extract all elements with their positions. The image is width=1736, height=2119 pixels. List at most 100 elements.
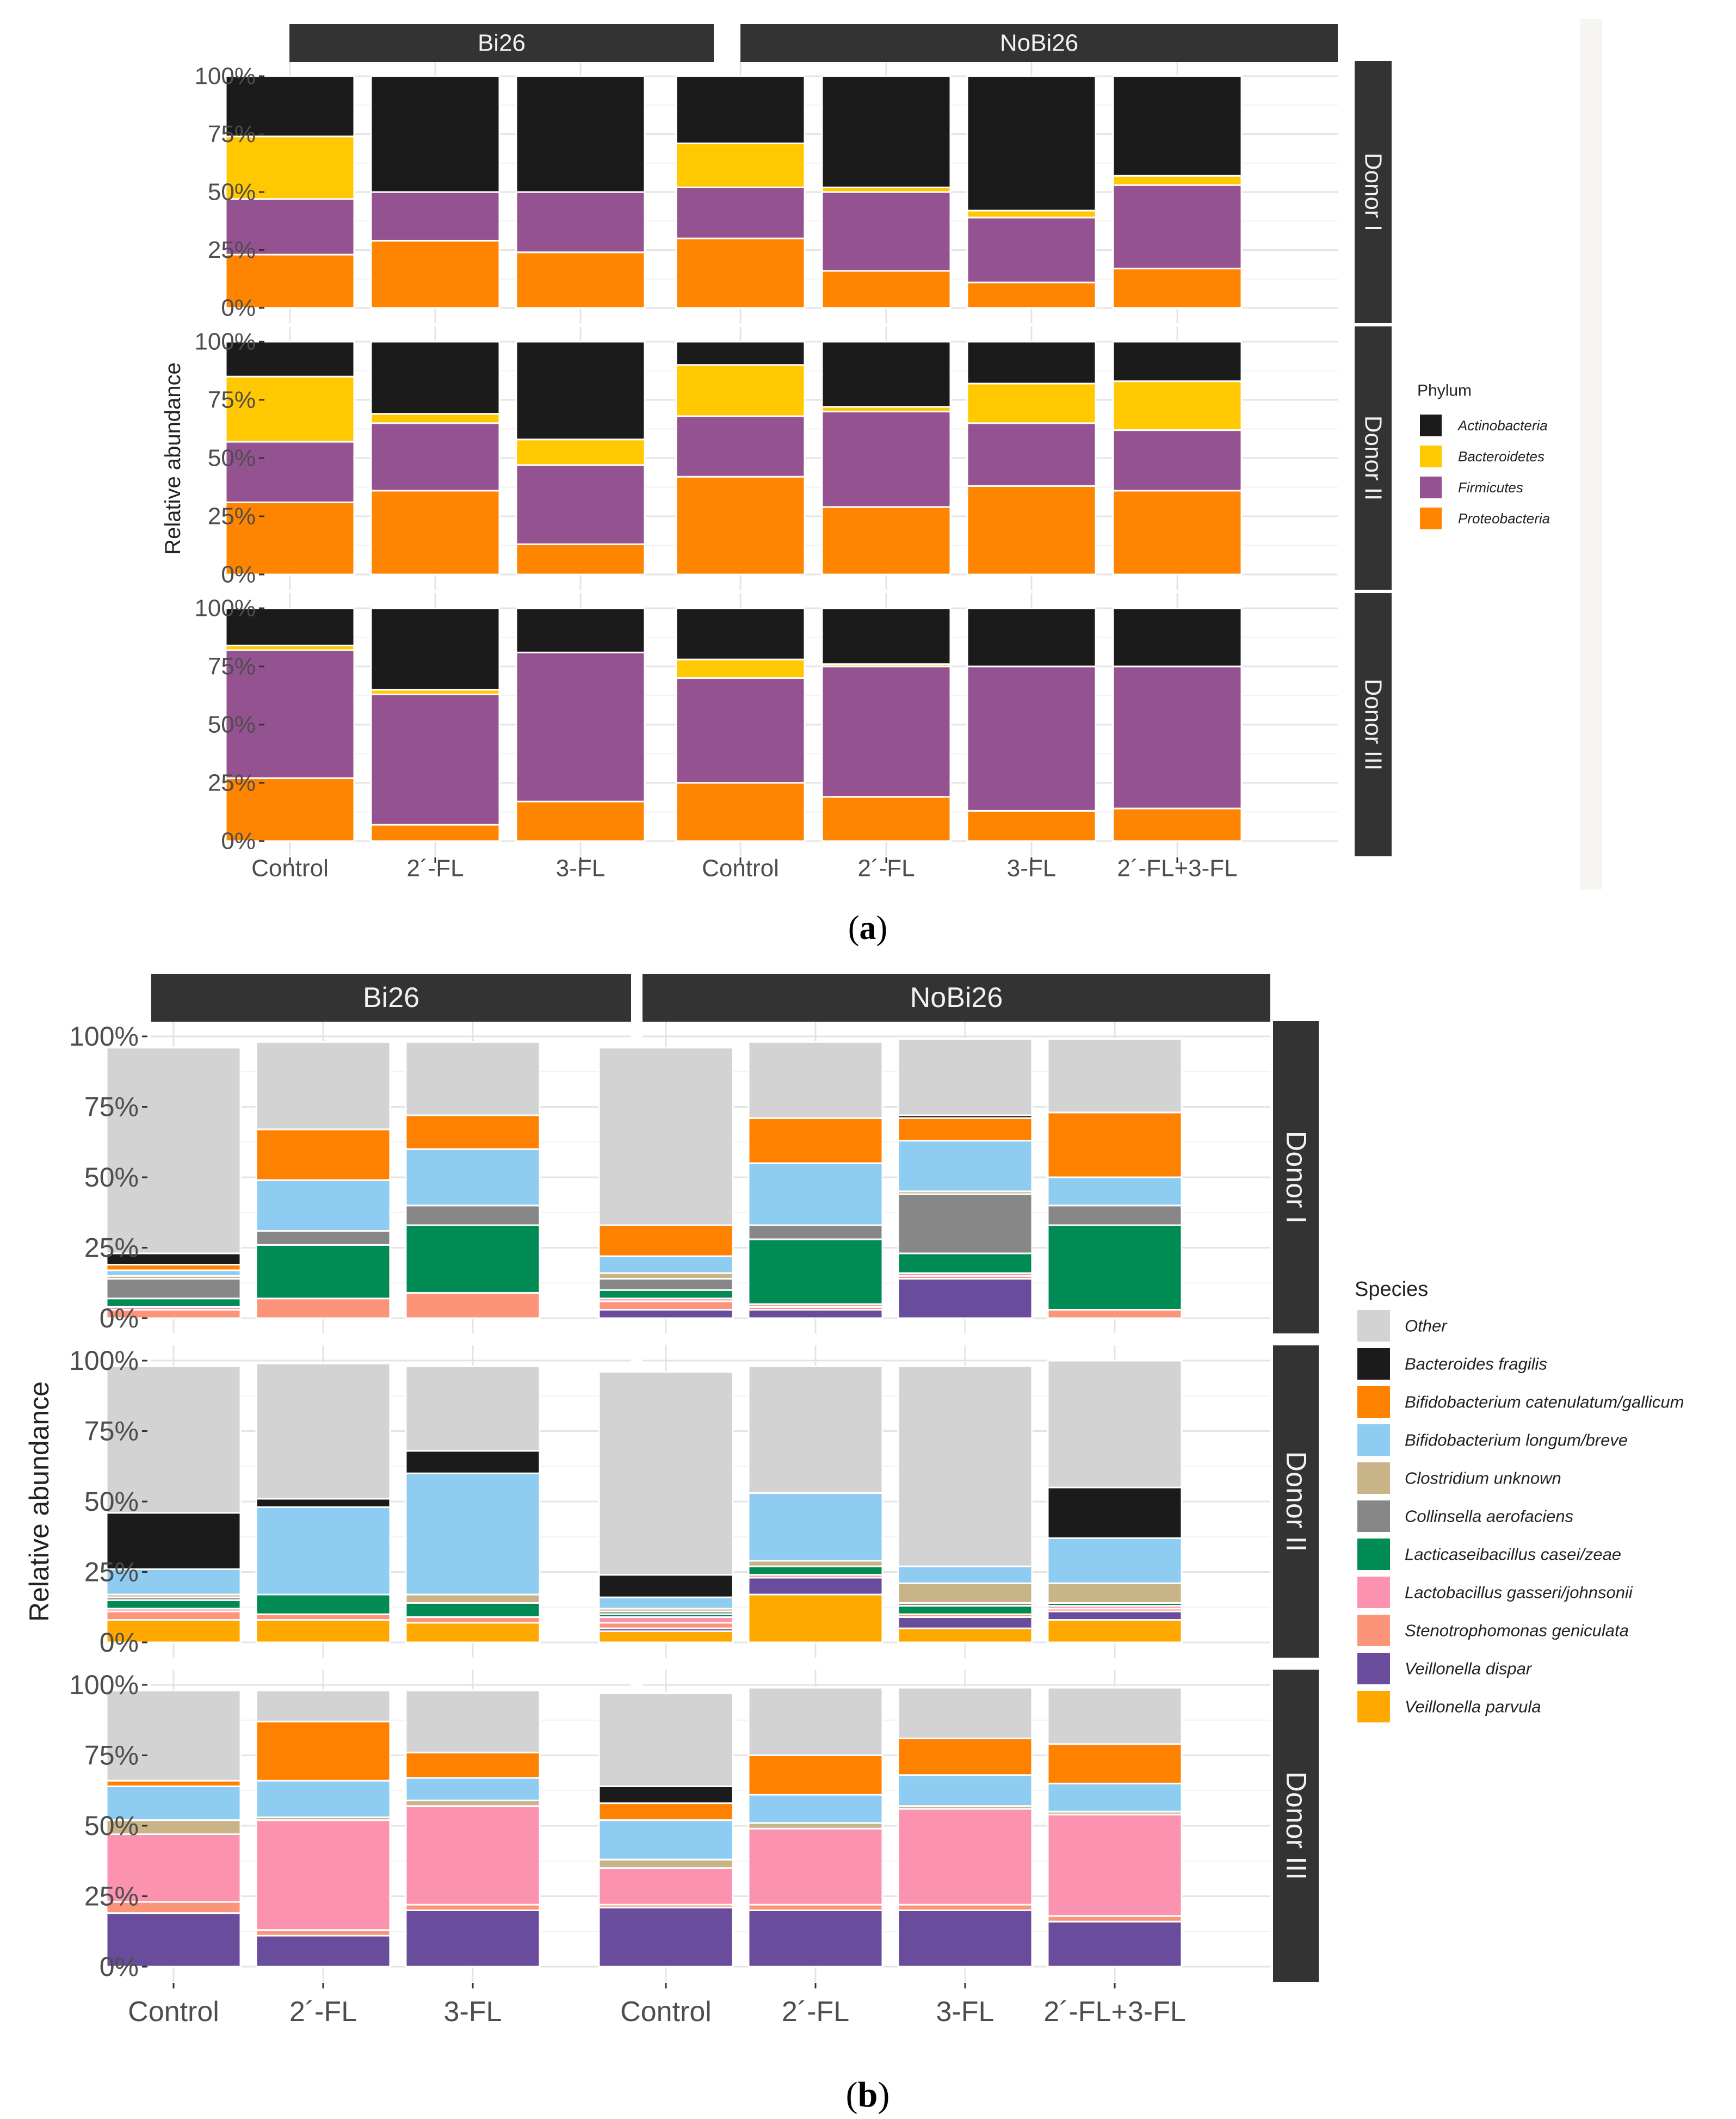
y-axis-ticks-donor-ii: 0% 25% 50% 75% 100% [69,1345,147,1658]
bar-segment-veillonella-parvula [255,1619,391,1644]
y-tick-label: 25% [208,770,256,796]
row-strip-label: Donor I [1280,1131,1312,1224]
bar-segment-lacticaseibacillus-casei-zeae [405,1224,541,1294]
bar-stack-donor-iii-nobi26-3-fl [897,1686,1033,1968]
x-tick-label: Control [128,1996,219,2028]
bar-segment-bacteroides-fragilis [255,1498,391,1508]
bar-stack-donor-i-nobi26-control [598,1047,734,1319]
bar-segment-firmicutes [1112,665,1243,810]
caption-paren-close: ) [878,2075,889,2115]
bar-segment-other [747,1041,884,1119]
bar-segment-collinsella-aerofaciens [106,1277,242,1300]
row-strip-background [1355,326,1392,590]
y-tick-label: 25% [84,1233,139,1263]
bar-segment-actinobacteria [370,341,501,415]
bar-stack-donor-iii-nobi26-control [598,1692,734,1968]
bar-segment-veillonella-parvula [1047,1619,1183,1644]
legend-label: Lacticaseibacillus casei/zeae [1405,1545,1621,1564]
bar-stack-donor-iii-nobi26-3-fl [966,607,1097,842]
row-strip-label: Donor III [1360,679,1387,771]
bar-segment-actinobacteria [1112,341,1243,382]
x-tick-label: 3-FL [444,1996,502,2028]
bar-segment-bifidobacterium-longum-breve [897,1565,1033,1584]
bar-segment-bacteroides-fragilis [405,1450,541,1474]
legend-label: Veillonella dispar [1405,1659,1533,1678]
bar-segment-actinobacteria [821,607,952,665]
y-tick-label: 0% [221,828,256,855]
row-strip-background [1273,1345,1319,1658]
bar-segment-stenotrophomonas-geniculata [255,1298,391,1319]
legend-item-collinsella-aerofaciens: Collinsella aerofaciens [1357,1500,1573,1532]
bar-segment-actinobacteria [966,341,1097,385]
bar-segment-bifidobacterium-longum-breve [747,1492,884,1562]
bar-stack-donor-ii-nobi26-2-fl-3-fl [1112,341,1243,576]
legend-item-stenotrophomonas-geniculata: Stenotrophomonas geniculata [1357,1615,1629,1646]
bar-segment-lactobacillus-gasseri-johnsonii [598,1867,734,1906]
bar-segment-clostridium-unknown [1047,1582,1183,1604]
bar-segment-firmicutes [1112,184,1243,270]
bar-stack-donor-ii-nobi26-2-fl-3-fl [1047,1360,1183,1644]
bar-segment-bifidobacterium-longum-breve [255,1506,391,1596]
x-tick-label: 3-FL [1007,855,1056,882]
bar-segment-proteobacteria [966,281,1097,309]
bar-segment-actinobacteria [1112,75,1243,177]
facet-panel-donor-iii-nobi26 [675,593,1338,856]
bar-segment-proteobacteria [675,782,806,842]
bar-segment-bifidobacterium-longum-breve [598,1255,734,1274]
bar-stack-donor-iii-bi26-control [106,1689,242,1968]
legend-swatch [1420,477,1442,498]
legend-label: Actinobacteria [1457,417,1548,434]
y-tick-label: 0% [221,561,256,588]
bar-segment-collinsella-aerofaciens [747,1224,884,1240]
bar-stack-donor-iii-bi26-2-fl [255,1689,391,1968]
bar-segment-veillonella-dispar [255,1935,391,1968]
bar-stack-donor-i-bi26-control [225,75,355,309]
bar-segment-stenotrophomonas-geniculata [897,1904,1033,1911]
bar-segment-clostridium-unknown [598,1272,734,1280]
facet-panel-donor-i-bi26 [106,1021,631,1333]
bar-stack-donor-ii-nobi26-3-fl [966,341,1097,576]
legend-swatch [1357,1310,1390,1342]
legend-swatch [1357,1577,1390,1608]
facet-panel-donor-iii-bi26 [106,1670,631,1982]
column-strip-background [740,24,1338,62]
panel-caption: (a) [848,910,887,947]
bar-segment-other [405,1365,541,1452]
y-tick-label: 75% [208,387,256,413]
bar-segment-proteobacteria [515,800,646,842]
bar-segment-firmicutes [966,217,1097,283]
bar-segment-clostridium-unknown [747,1560,884,1567]
y-tick-label: 25% [208,503,256,530]
column-strip-label: NoBi26 [1000,30,1078,57]
bar-segment-proteobacteria [370,239,501,309]
bar-segment-bifidobacterium-catenulatum-gallicum [747,1117,884,1164]
y-tick-label: 100% [194,329,256,355]
bar-segment-bifidobacterium-longum-breve [598,1596,734,1610]
panel-b: 0% 25% 50% 75% 100% Donor I 0% 25% 50% 75% 100% Don… [24,974,1684,2115]
bar-stack-donor-i-nobi26-control [675,75,806,309]
row-strip-donor-i: Donor I [1355,61,1392,323]
x-tick-label: 2´-FL [857,855,915,882]
bar-segment-actinobacteria [515,607,646,653]
legend-swatch [1420,415,1442,436]
bar-segment-actinobacteria [370,75,501,193]
caption-letter: a [860,910,876,947]
bar-segment-veillonella-dispar [405,1909,541,1968]
legend-item-bacteroides-fragilis: Bacteroides fragilis [1357,1348,1547,1380]
y-axis-ticks-donor-ii: 0% 25% 50% 75% 100% [194,329,264,588]
bar-segment-other [106,1365,242,1514]
bar-stack-donor-iii-bi26-3-fl [405,1689,541,1968]
bar-stack-donor-i-bi26-3-fl [405,1041,541,1319]
bar-stack-donor-i-nobi26-2-fl [821,75,952,309]
bar-segment-bacteroidetes [225,375,355,443]
column-strip-nobi26: NoBi26 [642,974,1270,1022]
bar-segment-firmicutes [370,422,501,492]
bar-segment-collinsella-aerofaciens [405,1204,541,1226]
bar-segment-bifidobacterium-catenulatum-gallicum [405,1114,541,1150]
legend-label: Firmicutes [1458,479,1523,496]
bar-segment-bacteroidetes [370,413,501,424]
row-strip-background [1355,61,1392,323]
bar-segment-bifidobacterium-catenulatum-gallicum [255,1128,391,1181]
bar-segment-stenotrophomonas-geniculata [405,1616,541,1624]
legend-title: Species [1355,1278,1428,1301]
